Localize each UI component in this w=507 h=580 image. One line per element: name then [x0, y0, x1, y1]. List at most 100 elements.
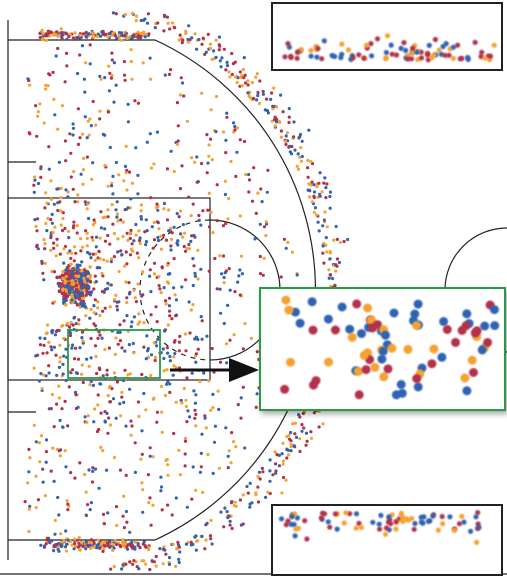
shot-dot [88, 508, 92, 512]
shot-dot [205, 171, 209, 175]
shot-dot [169, 226, 173, 230]
shot-dot [279, 135, 283, 139]
shot-dot [86, 119, 90, 123]
shot-dot [36, 217, 40, 221]
shot-dot [264, 234, 268, 238]
shot-dot [254, 493, 258, 497]
shot-dot [226, 217, 230, 221]
shot-dot [53, 33, 57, 37]
shot-dot [238, 268, 242, 272]
shot-dot [345, 324, 355, 334]
shot-dot [60, 228, 65, 233]
shot-dot [27, 529, 31, 534]
shot-dot [221, 254, 226, 258]
shot-dot [86, 503, 90, 507]
shot-dot [53, 300, 57, 304]
shot-dot [273, 462, 278, 466]
shot-dot [383, 49, 389, 56]
shot-dot [285, 41, 291, 47]
shot-dot [36, 114, 40, 118]
shot-dot [69, 539, 73, 544]
shot-dot [312, 195, 316, 200]
shot-dot [227, 196, 231, 201]
shot-dot [245, 484, 249, 489]
shot-dot [193, 401, 197, 405]
shot-dot [159, 384, 164, 389]
shot-dot [76, 274, 81, 279]
shot-dot [258, 222, 262, 226]
shot-dot [227, 267, 231, 271]
shot-dot [134, 19, 138, 23]
shot-dot [232, 440, 236, 444]
shot-dot [121, 563, 125, 567]
shot-dot [125, 547, 130, 551]
shot-dot [436, 47, 442, 53]
shot-dot [106, 544, 110, 548]
shot-dot [101, 309, 105, 313]
shot-dot [41, 351, 45, 355]
shot-dot [256, 485, 260, 489]
shot-dot [152, 238, 157, 242]
shot-dot [114, 83, 118, 87]
shot-dot [128, 253, 133, 257]
shot-dot [76, 357, 81, 361]
shot-dot [144, 562, 148, 566]
shot-dot [281, 475, 286, 480]
shot-dot [359, 350, 369, 360]
shot-dot [75, 36, 79, 40]
shot-dot [78, 346, 82, 350]
shot-dot [179, 76, 183, 80]
shot-dot [401, 40, 407, 46]
shot-dot [223, 179, 227, 183]
shot-dot [328, 194, 332, 199]
shot-dot [83, 279, 87, 284]
shot-dot [120, 395, 124, 399]
shot-dot [275, 453, 279, 457]
shot-dot [306, 158, 310, 162]
shot-dot [219, 311, 223, 315]
shot-dot [334, 224, 338, 229]
shot-dot [89, 256, 93, 260]
shot-dot [60, 30, 64, 35]
shot-dot [187, 195, 191, 199]
shot-dot [241, 347, 245, 351]
shot-dot [137, 312, 141, 316]
shot-dot [105, 373, 109, 377]
shot-dot [98, 74, 102, 78]
shot-dot [140, 481, 144, 485]
shot-dot [79, 540, 83, 545]
shot-dot [302, 426, 306, 430]
shot-dot [166, 272, 170, 276]
shot-dot [242, 76, 246, 80]
shot-dot [123, 78, 127, 82]
shot-dot [256, 474, 260, 478]
shot-dot [115, 200, 119, 204]
shot-dot [81, 380, 85, 385]
shot-dot [309, 430, 313, 434]
shot-dot [101, 449, 105, 453]
shot-dot [58, 252, 62, 256]
shot-dot [77, 536, 81, 540]
shot-dot [69, 151, 73, 155]
shot-dot [87, 133, 91, 137]
shot-dot [356, 52, 362, 58]
shot-dot [38, 102, 42, 106]
shot-dot [388, 42, 394, 48]
shot-dot [317, 181, 321, 185]
shot-dot [141, 270, 145, 274]
shot-dot [109, 257, 114, 261]
shot-dot [215, 287, 219, 291]
shot-dot [238, 498, 242, 502]
shot-dot [132, 559, 136, 563]
shot-dot [462, 386, 472, 396]
shot-dot [201, 36, 205, 40]
shot-dot [191, 465, 195, 469]
shot-dot [88, 276, 92, 280]
shot-dot [63, 279, 68, 283]
shot-dot [131, 249, 135, 253]
shot-dot [195, 155, 199, 159]
shot-dot [41, 480, 45, 484]
shot-dot [440, 521, 446, 527]
shot-dot [58, 418, 62, 422]
shot-dot [265, 97, 269, 101]
